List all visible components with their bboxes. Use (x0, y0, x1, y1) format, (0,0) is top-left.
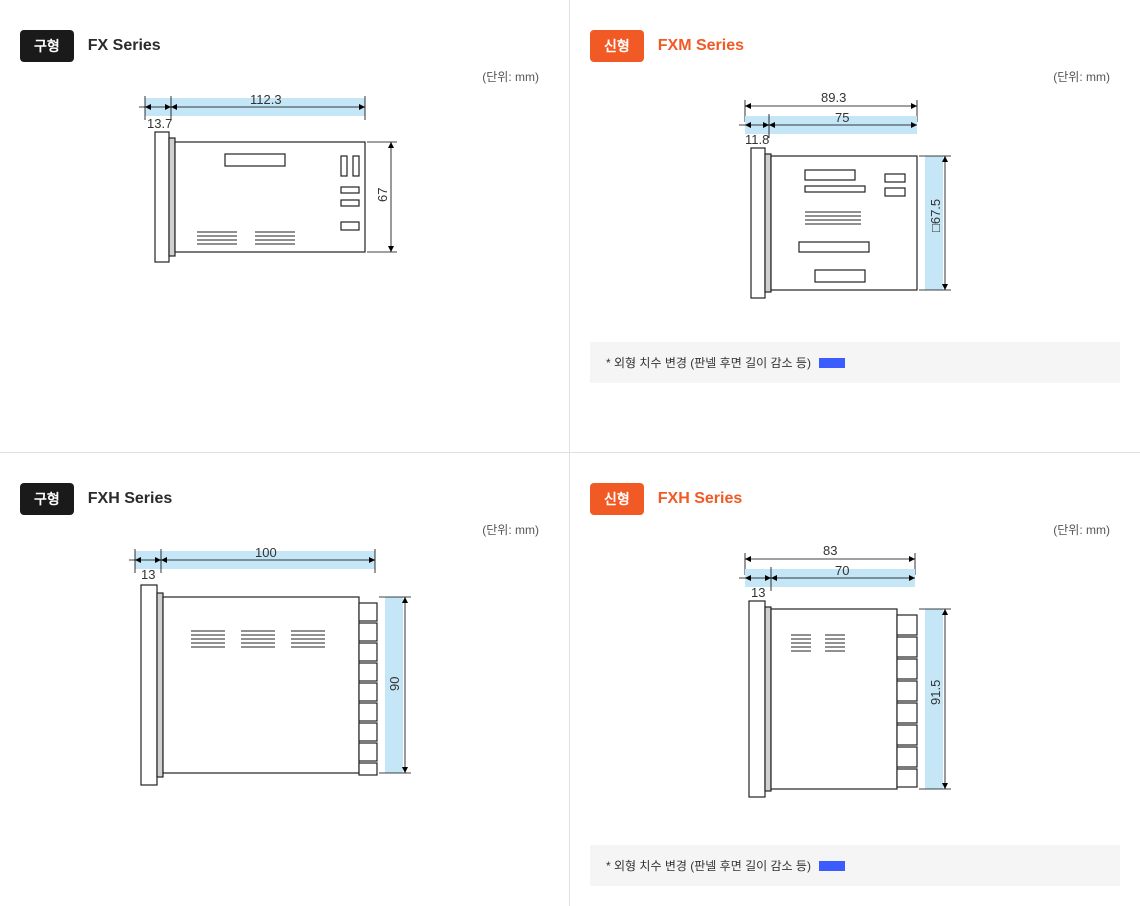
panel-fx-old: 구형 FX Series (단위: mm) 13.7 112. (0, 0, 570, 453)
dim-total: 83 (823, 545, 837, 558)
dim-front: 13 (751, 585, 765, 600)
diagram-fx: 13.7 112.3 (20, 92, 549, 302)
panel-fxh-new: 신형 FXH Series (단위: mm) 83 13 (570, 453, 1140, 906)
dim-height: 90 (387, 677, 402, 691)
unit-label: (단위: mm) (1053, 68, 1110, 85)
panel-header: 신형 FXH Series (590, 483, 1120, 515)
series-title: FXH Series (658, 490, 742, 508)
diagram-fxh-old: 13 100 (20, 545, 549, 815)
note-text: * 외형 치수 변경 (판넬 후면 길이 감소 등) (606, 354, 811, 371)
dim-body: 75 (835, 110, 849, 125)
panel-header: 구형 FX Series (20, 30, 549, 62)
diagram-fxh-new: 83 13 70 (590, 545, 1120, 825)
series-title: FXM Series (658, 37, 744, 55)
dim-total: 89.3 (821, 92, 846, 105)
unit-label: (단위: mm) (482, 521, 539, 538)
dim-height: 67 (375, 188, 390, 202)
dim-front: 11.8 (745, 132, 769, 147)
panel-fxm-new: 신형 FXM Series (단위: mm) 89.3 11.8 (570, 0, 1140, 453)
badge-old: 구형 (20, 483, 74, 515)
dim-front: 13 (141, 567, 155, 582)
dim-body: 100 (255, 545, 277, 560)
dim-front: 13.7 (147, 116, 172, 131)
footer-note: * 외형 치수 변경 (판넬 후면 길이 감소 등) (590, 342, 1120, 383)
blue-chip-icon (819, 358, 845, 368)
badge-new: 신형 (590, 30, 644, 62)
series-title: FX Series (88, 37, 161, 55)
panel-fxh-old: 구형 FXH Series (단위: mm) 13 100 (0, 453, 570, 906)
series-title: FXH Series (88, 490, 172, 508)
dim-height: □67.5 (928, 199, 943, 232)
dim-body: 112.3 (250, 92, 282, 107)
note-text: * 외형 치수 변경 (판넬 후면 길이 감소 등) (606, 857, 811, 874)
badge-new: 신형 (590, 483, 644, 515)
dim-body: 70 (835, 563, 849, 578)
panel-header: 구형 FXH Series (20, 483, 549, 515)
blue-chip-icon (819, 861, 845, 871)
dim-height: 91.5 (928, 680, 943, 705)
panel-header: 신형 FXM Series (590, 30, 1120, 62)
unit-label: (단위: mm) (482, 68, 539, 85)
unit-label: (단위: mm) (1053, 521, 1110, 538)
footer-note: * 외형 치수 변경 (판넬 후면 길이 감소 등) (590, 845, 1120, 886)
comparison-grid: 구형 FX Series (단위: mm) 13.7 112. (0, 0, 1140, 906)
diagram-fxm: 89.3 11.8 75 (590, 92, 1120, 322)
badge-old: 구형 (20, 30, 74, 62)
